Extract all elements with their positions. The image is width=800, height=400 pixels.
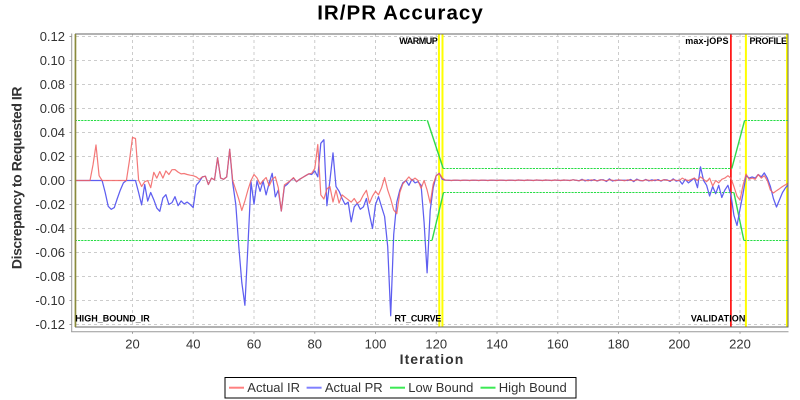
svg-text:0.04: 0.04 xyxy=(40,125,65,140)
svg-text:Iteration: Iteration xyxy=(400,351,465,367)
svg-text:-0.02: -0.02 xyxy=(35,197,65,212)
svg-text:High Bound: High Bound xyxy=(499,380,567,395)
svg-text:0.06: 0.06 xyxy=(40,101,65,116)
svg-text:80: 80 xyxy=(308,337,322,352)
svg-text:200: 200 xyxy=(668,337,690,352)
svg-text:Low Bound: Low Bound xyxy=(408,380,473,395)
svg-text:220: 220 xyxy=(729,337,751,352)
svg-text:60: 60 xyxy=(247,337,261,352)
svg-text:WARMUP: WARMUP xyxy=(399,36,437,46)
svg-text:VALIDATION: VALIDATION xyxy=(691,313,746,323)
svg-text:180: 180 xyxy=(608,337,630,352)
svg-text:-0.10: -0.10 xyxy=(35,293,65,308)
svg-text:0.10: 0.10 xyxy=(40,53,65,68)
svg-text:-0.08: -0.08 xyxy=(35,269,65,284)
svg-text:0.00: 0.00 xyxy=(40,173,65,188)
svg-text:20: 20 xyxy=(125,337,139,352)
svg-text:Actual IR: Actual IR xyxy=(247,380,300,395)
svg-text:PROFILE: PROFILE xyxy=(750,36,787,46)
svg-text:0.08: 0.08 xyxy=(40,77,65,92)
svg-text:HIGH_BOUND_IR: HIGH_BOUND_IR xyxy=(75,313,150,323)
svg-text:120: 120 xyxy=(425,337,447,352)
svg-text:0.02: 0.02 xyxy=(40,149,65,164)
svg-text:160: 160 xyxy=(547,337,569,352)
svg-text:100: 100 xyxy=(365,337,387,352)
svg-text:Discrepancy to Requested IR: Discrepancy to Requested IR xyxy=(9,87,25,269)
svg-text:40: 40 xyxy=(186,337,200,352)
svg-text:-0.12: -0.12 xyxy=(35,317,65,332)
svg-text:-0.06: -0.06 xyxy=(35,245,65,260)
svg-text:-0.04: -0.04 xyxy=(35,221,65,236)
svg-text:IR/PR Accuracy: IR/PR Accuracy xyxy=(317,2,484,25)
svg-text:RT_CURVE: RT_CURVE xyxy=(394,313,441,323)
svg-text:140: 140 xyxy=(486,337,508,352)
svg-text:max-jOPS: max-jOPS xyxy=(685,36,728,46)
svg-text:0.12: 0.12 xyxy=(40,29,65,44)
svg-text:Actual PR: Actual PR xyxy=(325,380,383,395)
